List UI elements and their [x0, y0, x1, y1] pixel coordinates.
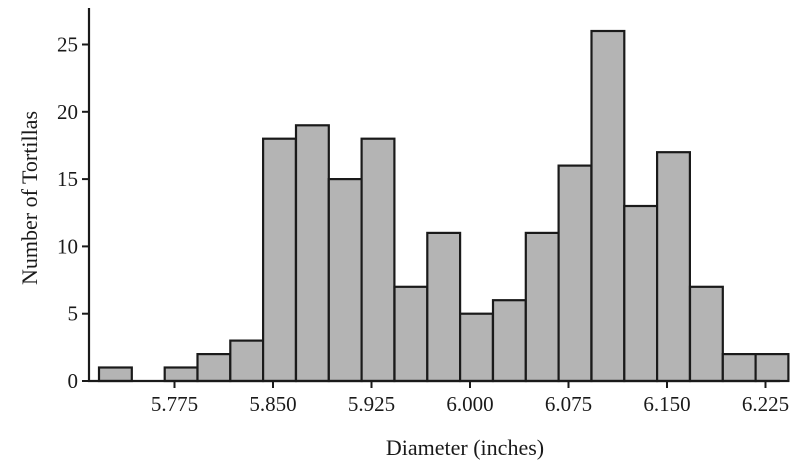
histogram-bar — [688, 285, 724, 383]
histogram-bar — [393, 285, 429, 383]
y-tick-label: 5 — [68, 302, 79, 326]
x-tick-label: 5.775 — [151, 392, 198, 416]
x-tick-label: 6.150 — [643, 392, 690, 416]
histogram-bar — [623, 204, 659, 383]
x-tick-label: 6.000 — [446, 392, 493, 416]
histogram-bar — [721, 353, 757, 383]
histogram-bar — [754, 353, 790, 383]
x-tick-label: 5.850 — [249, 392, 296, 416]
y-tick-label: 10 — [57, 234, 78, 258]
histogram-bar — [360, 137, 396, 383]
histogram-bar — [590, 29, 626, 383]
y-axis-title: Number of Tortillas — [17, 111, 42, 285]
x-axis-title: Diameter (inches) — [386, 435, 544, 460]
histogram-bar — [294, 124, 330, 383]
histogram-bar — [524, 231, 560, 383]
y-axis-ticks: 0 5 10 15 20 25 — [57, 33, 89, 393]
histogram-bar — [196, 353, 232, 383]
histogram-bar — [262, 137, 298, 383]
y-tick-label: 15 — [57, 167, 78, 191]
histogram-bar — [97, 366, 133, 383]
y-tick-label: 20 — [57, 100, 78, 124]
histogram-bar — [655, 151, 691, 383]
y-tick-label: 0 — [68, 369, 79, 393]
histogram-bar — [229, 339, 265, 383]
x-tick-label: 5.925 — [348, 392, 395, 416]
histogram-bar — [163, 366, 199, 383]
histogram-bar — [459, 312, 495, 383]
histogram-bar — [327, 178, 363, 383]
histogram-bar — [426, 231, 462, 383]
x-tick-label: 6.225 — [742, 392, 789, 416]
x-tick-label: 6.075 — [545, 392, 592, 416]
bars-group — [97, 29, 790, 383]
histogram-bar — [557, 164, 593, 383]
histogram-bar — [491, 299, 527, 383]
y-tick-label: 25 — [57, 33, 78, 57]
x-axis-ticks: 5.775 5.850 5.925 6.000 6.075 6.150 6.225 — [151, 381, 789, 416]
